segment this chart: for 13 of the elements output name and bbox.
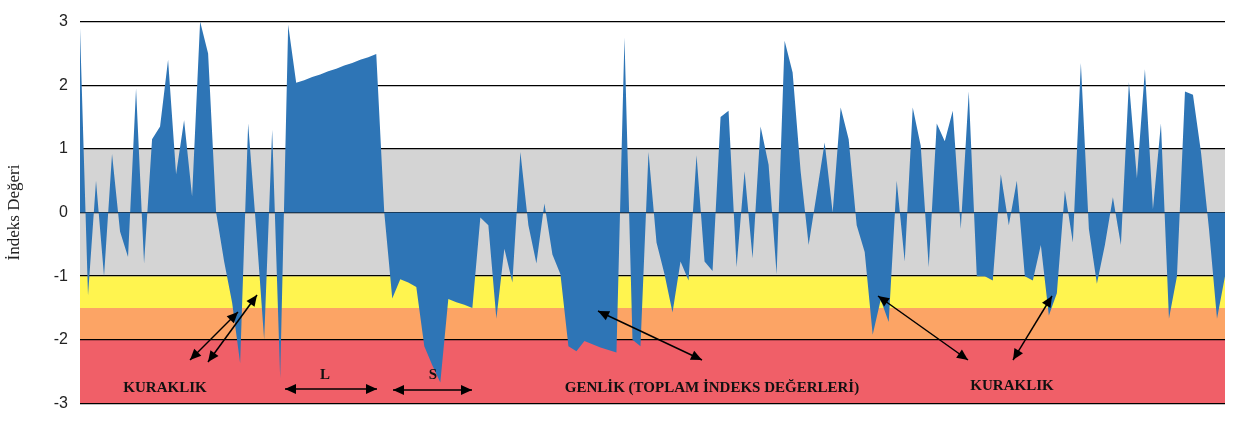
- annotation: S: [428, 365, 438, 382]
- y-tick-label: 3: [59, 12, 69, 30]
- annotation: KURAKLIK: [123, 378, 207, 395]
- annotation: GENLİK (TOPLAM İNDEKS DEĞERLERİ): [564, 378, 860, 396]
- y-tick-label: 2: [59, 75, 69, 93]
- annotation: L: [319, 365, 331, 382]
- y-tick-label: -1: [53, 266, 69, 284]
- y-tick-label: -3: [53, 393, 69, 411]
- annotation: KURAKLIK: [970, 376, 1054, 393]
- y-tick-label: 0: [59, 202, 69, 220]
- y-tick-label: 1: [59, 139, 69, 157]
- y-axis-title: İndeks Değeri: [3, 164, 23, 261]
- y-tick-label: -2: [53, 330, 69, 348]
